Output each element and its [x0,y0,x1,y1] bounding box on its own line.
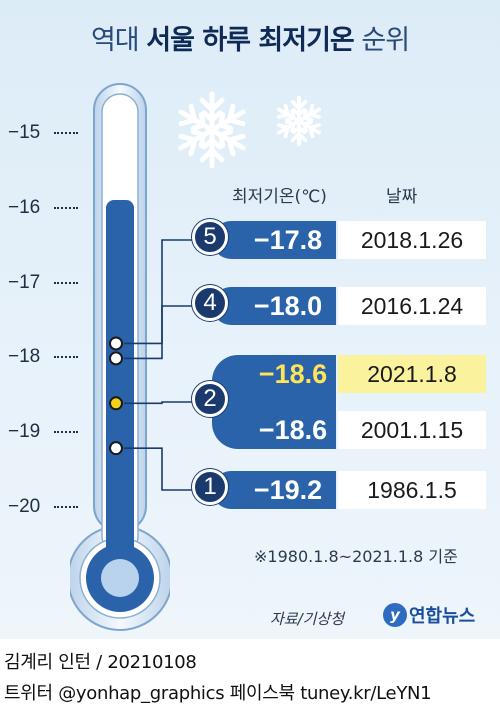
temperature-marker [109,441,123,456]
date-value: 1986.1.5 [338,471,486,509]
social-line: 트위터 @yonhap_graphics 페이스북 tuney.kr/LeYN1 [4,683,432,704]
y-tick-label: −16 [8,197,78,219]
temp-column-header: 최저기온(℃) [232,187,327,207]
rank-badge: 2 [192,381,228,417]
rank-badge: 1 [192,469,228,505]
connector-line [124,305,196,360]
rank-badge: 5 [192,219,228,255]
period-note: ※1980.1.8~2021.1.8 기준 [254,547,458,566]
date-value: 2001.1.15 [338,411,486,449]
snowflake-icon [170,91,254,172]
temperature-marker [109,351,123,366]
brand-mark-icon: y [383,603,407,627]
temperature-marker [109,336,123,351]
temperature-value: −18.6 [258,414,328,445]
y-tick-label: −19 [8,421,78,443]
y-tick-label: −20 [8,496,78,518]
rank-badge: 4 [192,285,228,321]
tied-group-box [212,355,336,449]
temperature-value: −18.0 [212,287,336,325]
temperature-value: −18.6 [258,358,328,389]
y-tick-label: −17 [8,272,78,294]
connector-line [124,447,196,491]
connector-line [124,239,196,345]
date-column-header: 날짜 [386,187,418,207]
temperature-value: −19.2 [212,471,336,509]
credit-line: 김계리 인턴 / 20210108 [4,652,197,673]
connector-line [124,401,196,405]
thermometer-icon [70,83,170,631]
date-value: 2016.1.24 [338,287,486,325]
brand-name: 연합뉴스 [409,606,476,627]
brand-logo: y 연합뉴스 [383,602,475,628]
chart-overlay [109,239,196,491]
source-label: 자료/기상청 [270,610,345,628]
chart-title: 역대 서울 하루 최저기온 순위 [0,18,500,57]
title-suffix: 순위 [361,25,410,56]
snowflake-icon [273,95,325,147]
title-main: 서울 하루 최저기온 [146,25,355,56]
temperature-marker [109,396,123,411]
temperature-value: −17.8 [212,221,336,259]
y-tick-label: −18 [8,346,78,368]
title-prefix: 역대 [90,25,140,56]
date-value: 2018.1.26 [338,221,486,259]
date-value: 2021.1.8 [338,355,486,393]
y-tick-label: −15 [8,122,78,144]
